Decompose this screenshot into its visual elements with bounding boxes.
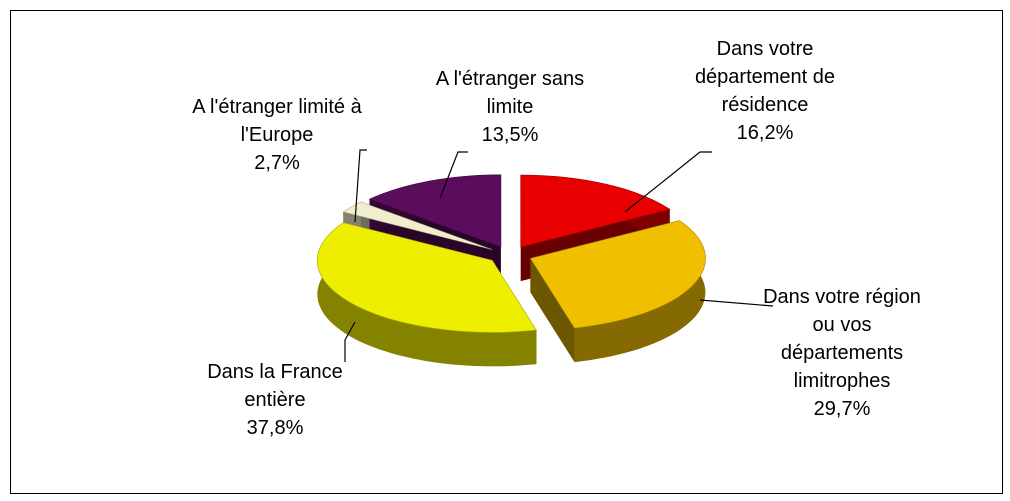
slice-label: Dans votre département de résidence 16,2% — [675, 35, 855, 147]
category-label: Dans la France entière — [207, 361, 343, 411]
slice — [368, 174, 502, 248]
slice-label: Dans la France entière 37,8% — [190, 358, 360, 442]
slice — [342, 201, 493, 250]
value-label: 29,7% — [813, 398, 871, 420]
value-label: 13,5% — [481, 124, 539, 146]
value-label: 16,2% — [736, 122, 794, 144]
value-label: 37,8% — [246, 417, 304, 439]
category-label: A l'étranger sans limite — [435, 68, 585, 118]
category-label: Dans votre région ou vos départements li… — [763, 286, 921, 392]
leader-lines — [344, 149, 774, 362]
pie — [316, 174, 706, 367]
slice — [529, 220, 706, 329]
leader-line — [624, 151, 712, 213]
category-label: A l'étranger limité à l'Europe — [192, 96, 362, 146]
leader-line — [439, 151, 468, 199]
slice-side — [574, 220, 706, 363]
slice-label: Dans votre région ou vos départements li… — [762, 283, 922, 423]
chart-border — [10, 10, 1003, 494]
slice — [316, 222, 537, 333]
slice-wall — [530, 258, 575, 363]
slice — [520, 174, 671, 248]
leader-line — [699, 299, 774, 307]
leader-line — [344, 321, 356, 362]
slice-side — [317, 222, 537, 367]
slice-label: A l'étranger sans limite 13,5% — [410, 65, 610, 149]
value-label: 2,7% — [254, 152, 300, 174]
category-label: Dans votre département de résidence — [694, 38, 836, 116]
leader-line — [354, 149, 367, 223]
slice-label: A l'étranger limité à l'Europe 2,7% — [177, 93, 377, 177]
